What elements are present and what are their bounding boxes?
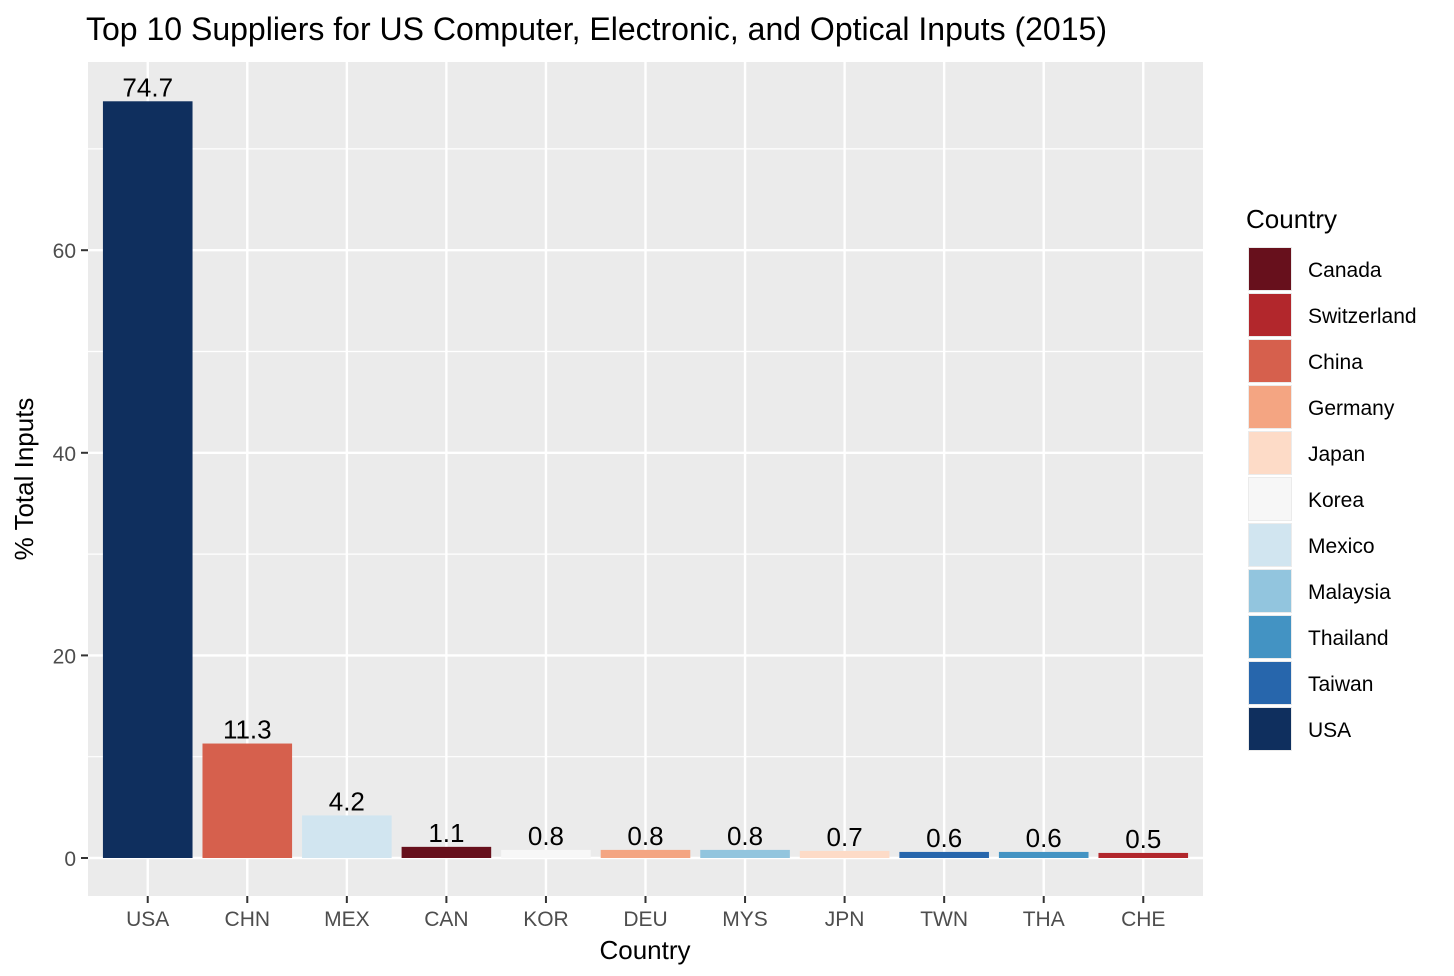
y-tick-label: 40 xyxy=(53,443,76,466)
data-label-tha: 0.6 xyxy=(1026,823,1062,853)
data-label-chn: 11.3 xyxy=(223,715,272,745)
x-tick-label-jpn: JPN xyxy=(825,908,865,931)
x-tick-label-tha: THA xyxy=(1023,908,1065,931)
legend-swatch-thailand xyxy=(1249,616,1291,658)
legend-label-korea: Korea xyxy=(1308,489,1364,512)
bar-chn xyxy=(202,743,293,858)
legend-swatch-china xyxy=(1249,340,1291,382)
legend-swatch-korea xyxy=(1249,478,1291,520)
x-tick-label-mex: MEX xyxy=(324,908,370,931)
legend-swatch-germany xyxy=(1249,386,1291,428)
legend-label-malaysia: Malaysia xyxy=(1308,581,1391,604)
legend-label-canada: Canada xyxy=(1308,259,1382,282)
x-tick-label-can: CAN xyxy=(424,908,468,931)
legend-entries: Canada Switzerland China Germany Japan Korea M… xyxy=(1248,247,1417,751)
y-tick-label: 60 xyxy=(53,240,76,263)
legend-label-switzerland: Switzerland xyxy=(1308,305,1417,328)
chart-title: Top 10 Suppliers for US Computer, Electr… xyxy=(86,11,1107,47)
x-tick-label-deu: DEU xyxy=(623,908,667,931)
legend-label-japan: Japan xyxy=(1308,443,1365,466)
legend-label-taiwan: Taiwan xyxy=(1308,673,1373,696)
bar-can xyxy=(401,846,492,858)
x-tick-label-mys: MYS xyxy=(722,908,768,931)
legend-label-china: China xyxy=(1308,351,1363,374)
data-label-kor: 0.8 xyxy=(528,821,564,851)
data-label-che: 0.5 xyxy=(1125,824,1161,854)
x-tick-label-che: CHE xyxy=(1121,908,1165,931)
legend-label-germany: Germany xyxy=(1308,397,1395,420)
x-axis: USA CHN MEX CAN KOR DEU MYS JPN TWN THA CHE xyxy=(126,896,1165,931)
y-axis: 0 20 40 60 xyxy=(53,240,88,871)
x-tick-label-chn: CHN xyxy=(225,908,271,931)
x-tick-label-twn: TWN xyxy=(920,908,968,931)
bars xyxy=(102,101,1189,858)
data-label-jpn: 0.7 xyxy=(827,822,863,852)
bar-deu xyxy=(600,849,691,858)
legend-swatch-japan xyxy=(1249,432,1291,474)
x-tick-label-usa: USA xyxy=(126,908,169,931)
legend-label-thailand: Thailand xyxy=(1308,627,1389,650)
legend-swatch-malaysia xyxy=(1249,570,1291,612)
legend: Country Canada Switzerland China Germany Jap… xyxy=(1246,204,1417,751)
data-labels: 74.7 11.3 4.2 1.1 0.8 0.8 0.8 0.7 0.6 0.6 0.5 xyxy=(122,72,1161,854)
y-tick-label: 20 xyxy=(53,645,76,668)
x-tick-label-kor: KOR xyxy=(523,908,569,931)
data-label-deu: 0.8 xyxy=(627,821,663,851)
bar-che xyxy=(1098,852,1189,858)
y-axis-title: % Total Inputs xyxy=(9,398,39,561)
bar-tha xyxy=(998,851,1089,858)
bar-usa xyxy=(102,101,193,858)
bar-kor xyxy=(501,849,591,858)
legend-swatch-switzerland xyxy=(1249,294,1291,336)
bar-jpn xyxy=(799,850,890,858)
data-label-mys: 0.8 xyxy=(727,821,763,851)
legend-swatch-mexico xyxy=(1249,524,1291,566)
legend-title: Country xyxy=(1246,204,1337,234)
data-label-twn: 0.6 xyxy=(926,823,962,853)
legend-label-mexico: Mexico xyxy=(1308,535,1375,558)
y-tick-label: 0 xyxy=(64,848,76,871)
legend-label-usa: USA xyxy=(1308,719,1351,742)
bar-mys xyxy=(700,849,790,858)
legend-swatch-usa xyxy=(1249,708,1291,750)
legend-swatch-taiwan xyxy=(1249,662,1291,704)
data-label-usa: 74.7 xyxy=(122,72,173,102)
x-axis-title: Country xyxy=(599,935,690,965)
data-label-mex: 4.2 xyxy=(329,786,365,816)
bar-mex xyxy=(302,815,392,858)
legend-swatch-canada xyxy=(1249,248,1291,290)
data-label-can: 1.1 xyxy=(428,818,464,848)
bar-twn xyxy=(899,851,989,858)
